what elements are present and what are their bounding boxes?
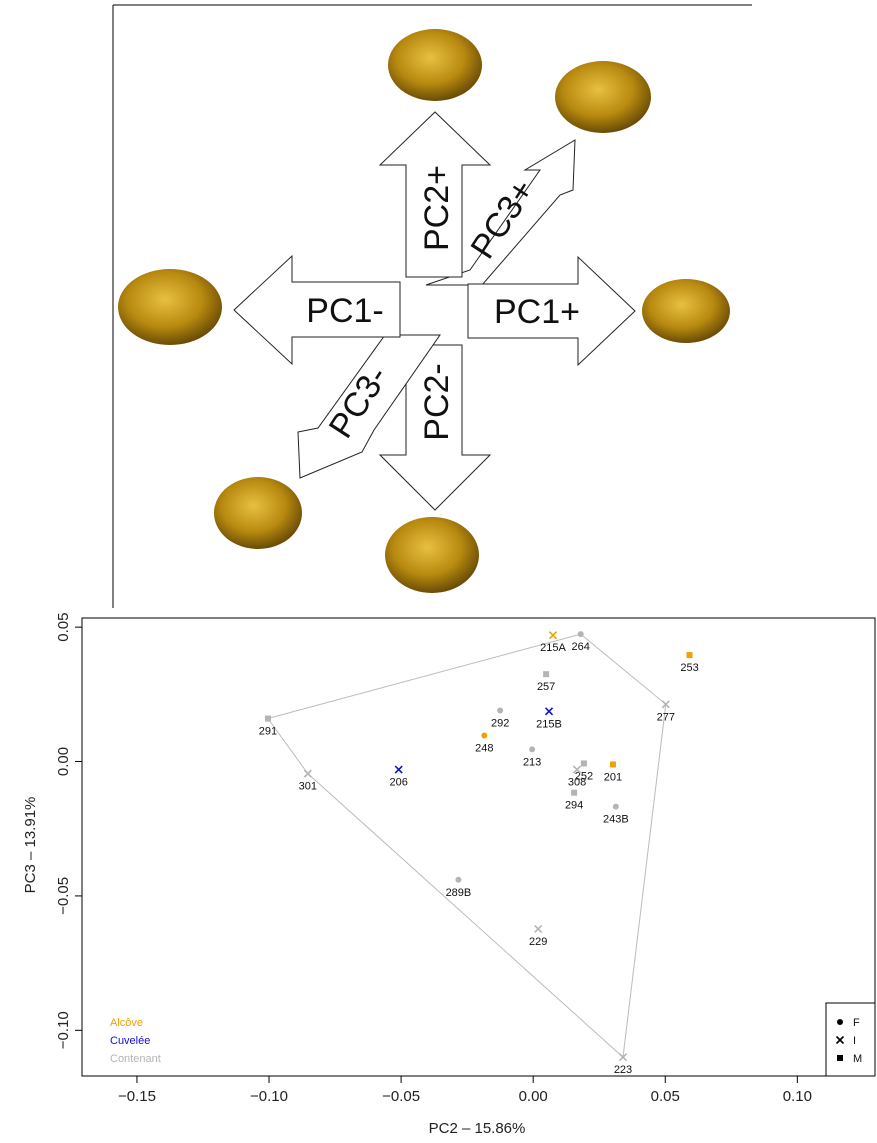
legend-marker (837, 1055, 843, 1061)
arrow-pc3-plus (425, 139, 576, 286)
point-label: 213 (523, 756, 541, 768)
x-tick-label: 0.00 (519, 1088, 548, 1105)
tooth (555, 61, 651, 133)
point-label: 289B (446, 887, 472, 899)
arrow-label: PC1+ (494, 293, 580, 331)
point (264, 715, 271, 722)
point (303, 769, 312, 778)
y-tick-label: 0.05 (55, 613, 72, 642)
legend-label: F (853, 1017, 860, 1029)
point-label: 257 (537, 681, 555, 693)
point-label: 264 (572, 641, 590, 653)
point-label: 308 (568, 777, 586, 789)
point-label: 248 (475, 742, 493, 754)
y-tick-label: −0.10 (55, 1011, 72, 1049)
convex-hull (267, 633, 667, 1059)
point-label: 277 (657, 711, 675, 723)
point-label: 292 (491, 717, 509, 729)
point (529, 746, 536, 753)
legend-group: Alcôve (110, 1017, 143, 1029)
legend-group: Cuvelée (110, 1035, 150, 1047)
legend-group: Contenant (110, 1053, 161, 1065)
arrow-pc2-plus (378, 111, 492, 278)
x-tick-label: 0.10 (783, 1088, 812, 1105)
arrow-pc2-minus (378, 344, 492, 511)
y-tick-label: 0.00 (55, 747, 72, 776)
legend-label: M (853, 1053, 862, 1065)
point (612, 803, 619, 810)
arrow-label: PC1- (306, 292, 383, 330)
point-label: 215A (540, 642, 566, 654)
point (548, 631, 558, 640)
tooth (642, 279, 730, 343)
point (577, 631, 584, 638)
legend-marker (835, 1035, 845, 1045)
y-tick-label: −0.05 (55, 877, 72, 915)
point-label: 243B (603, 814, 629, 826)
point (543, 671, 550, 678)
point-label: 229 (529, 936, 547, 948)
point (609, 761, 616, 768)
arrow-label: PC2- (418, 363, 456, 440)
legend-box (825, 1002, 876, 1077)
point (572, 765, 582, 774)
tooth (214, 477, 302, 549)
point-label: 294 (565, 800, 583, 812)
point (534, 924, 543, 934)
arrow-pc1-minus (233, 254, 401, 366)
x-tick-label: −0.15 (118, 1088, 156, 1105)
x-tick-label: −0.05 (382, 1088, 420, 1105)
teeth (118, 29, 730, 593)
arrow-pc1-plus (467, 255, 636, 367)
tooth (388, 29, 482, 101)
point-label: 215B (536, 718, 562, 730)
point (686, 652, 693, 659)
y-axis-title: PC3 – 13.91% (22, 797, 39, 894)
point (618, 1053, 628, 1062)
legend-marker (837, 1019, 843, 1025)
x-tick-label: −0.10 (250, 1088, 288, 1105)
point (481, 732, 488, 739)
point-label: 223 (614, 1064, 632, 1076)
arrow-pc3-minus (297, 334, 441, 479)
point-label: 291 (259, 726, 277, 738)
x-axis-title: PC2 – 15.86% (429, 1120, 526, 1137)
point-label: 252 (575, 770, 593, 782)
point-label: 253 (680, 662, 698, 674)
diagram: PC2+ PC3+ PC1- PC1+ PC3- PC2- (112, 4, 752, 608)
point (544, 707, 554, 716)
point (580, 760, 587, 767)
legend-label: I (853, 1035, 856, 1047)
point (497, 707, 504, 714)
point (571, 789, 578, 796)
point-label: 301 (299, 781, 317, 793)
point-label: 201 (604, 771, 622, 783)
plot-frame (81, 617, 876, 1077)
point (455, 876, 462, 883)
scatter-plot: PC2 – 15.86% PC3 – 13.91% −0.15 −0.10 −0.0… (22, 613, 876, 1137)
tooth (118, 269, 222, 345)
tooth (385, 517, 479, 593)
x-tick-label: 0.05 (651, 1088, 680, 1105)
point (394, 765, 403, 774)
point (661, 700, 670, 709)
arrow-label: PC2+ (418, 165, 456, 251)
point-label: 206 (390, 777, 408, 789)
